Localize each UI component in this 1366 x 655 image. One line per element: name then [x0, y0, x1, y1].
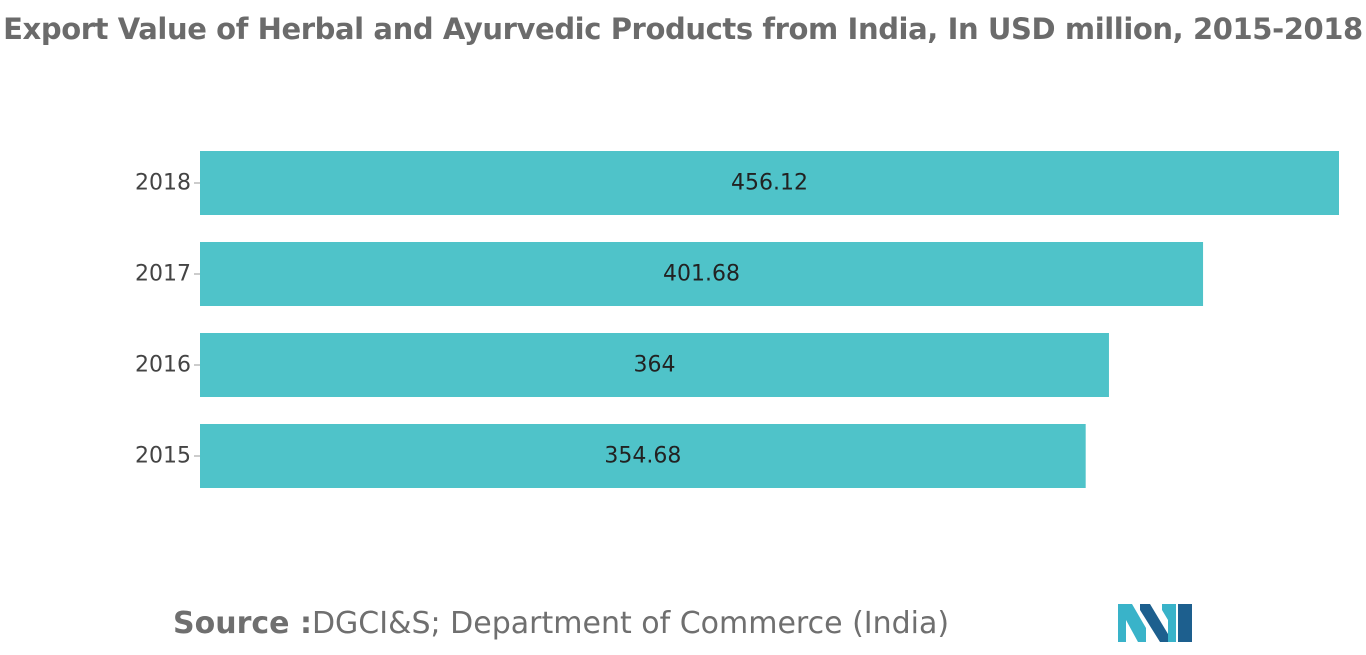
data-label-2016: 364	[633, 353, 675, 378]
source-note: Source :DGCI&S; Department of Commerce (…	[173, 606, 949, 641]
source-text: DGCI&S; Department of Commerce (India)	[311, 606, 950, 641]
bar-2016	[200, 333, 1109, 397]
data-label-2015: 354.68	[604, 444, 681, 469]
bar-2017	[200, 242, 1204, 306]
y-tick-label-2017: 2017	[135, 262, 191, 287]
y-tick-label-2018: 2018	[135, 171, 191, 196]
y-tick-label-2016: 2016	[135, 353, 191, 378]
chart-title: Export Value of Herbal and Ayurvedic Pro…	[3, 12, 1363, 46]
y-tick-label-2015: 2015	[135, 444, 191, 469]
bar-2015	[200, 424, 1086, 488]
bar-2018	[200, 151, 1339, 215]
source-label: Source :	[173, 606, 312, 641]
company-logo-icon	[1118, 604, 1192, 642]
data-label-2017: 401.68	[663, 262, 740, 287]
data-label-2018: 456.12	[731, 171, 808, 196]
